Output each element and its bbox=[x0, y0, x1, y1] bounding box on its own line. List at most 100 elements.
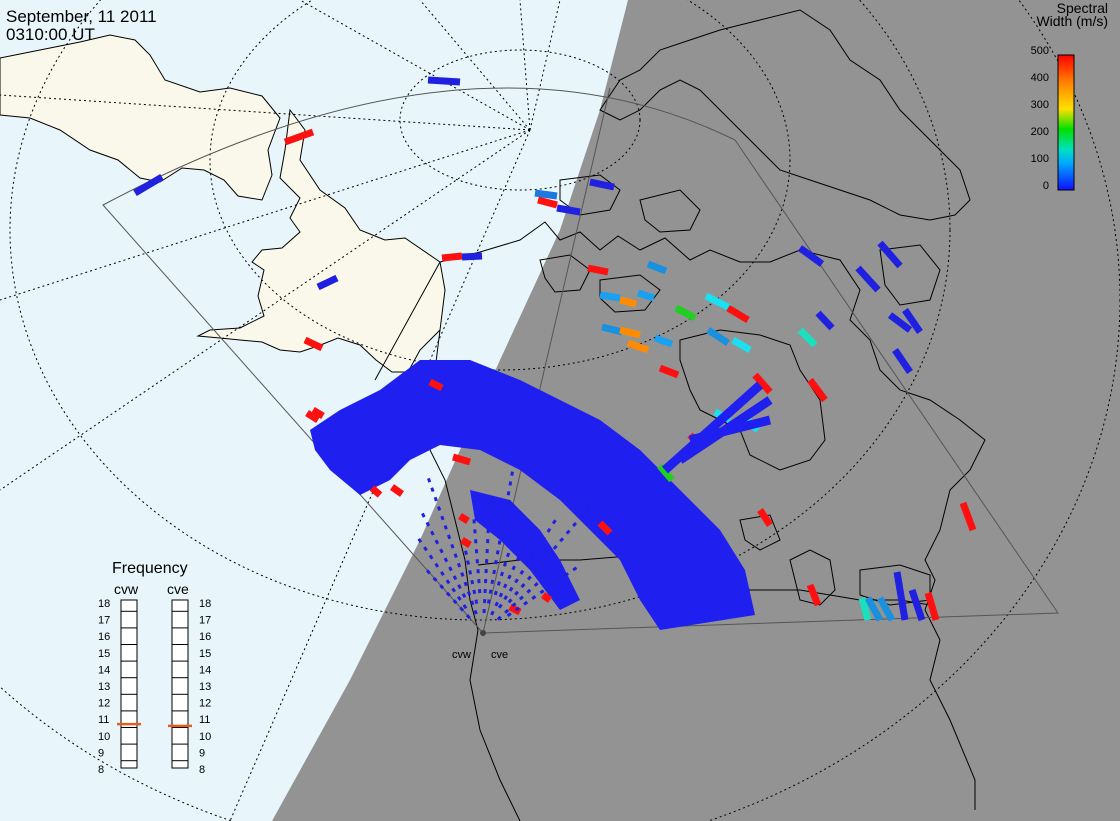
freq-grid bbox=[121, 610, 188, 762]
scatter-cell bbox=[369, 485, 383, 498]
freq-tick-left: 12 bbox=[98, 698, 110, 710]
scatter-cell bbox=[316, 274, 339, 291]
freq-column-cvw bbox=[120, 599, 138, 769]
freq-tick-right: 13 bbox=[199, 681, 211, 693]
scatter-beam bbox=[497, 514, 560, 609]
scatter-cell bbox=[597, 520, 613, 536]
radar-site-label-cvw: cvw bbox=[452, 649, 471, 661]
scatter-cell bbox=[658, 364, 680, 379]
scatter-cell bbox=[626, 339, 650, 354]
scatter-cell bbox=[855, 265, 881, 293]
scatter-cell bbox=[893, 571, 909, 621]
freq-tick-left: 9 bbox=[98, 747, 104, 759]
scatter-cell bbox=[959, 501, 977, 532]
freq-tick-left: 15 bbox=[98, 648, 110, 660]
scatter-cell bbox=[133, 173, 164, 197]
scatter-cell bbox=[815, 310, 835, 331]
scatter-cell bbox=[731, 336, 752, 354]
scatter-beam bbox=[506, 565, 579, 618]
scatter-cell bbox=[858, 597, 872, 621]
scatter-cell bbox=[303, 336, 324, 352]
scatter-cell bbox=[797, 327, 818, 348]
freq-tick-right: 15 bbox=[199, 648, 211, 660]
scatter-beam bbox=[421, 564, 471, 620]
backscatter-cells bbox=[133, 76, 977, 622]
scatter-beam bbox=[418, 507, 467, 599]
scatter-beam bbox=[482, 493, 492, 614]
scatter-cell bbox=[757, 508, 773, 527]
scatter-beam bbox=[496, 571, 551, 621]
scatter-cell bbox=[537, 196, 558, 209]
scatter-cell bbox=[601, 323, 623, 336]
colorbar-tick-label: 200 bbox=[1031, 126, 1049, 138]
scatter-cell bbox=[653, 334, 674, 348]
freq-tick-left: 16 bbox=[98, 631, 110, 643]
colorbar-tick-label: 500 bbox=[1031, 45, 1049, 57]
radar-site-dot bbox=[480, 630, 486, 636]
freq-tick-right: 11 bbox=[199, 714, 210, 726]
scatter-cell bbox=[452, 453, 471, 466]
scatter-cell bbox=[864, 596, 884, 622]
scatter-cell bbox=[807, 377, 828, 403]
freq-station-cve: cve bbox=[167, 581, 189, 597]
freq-tick-left: 14 bbox=[98, 664, 110, 676]
colorbar-tick-label: 0 bbox=[1043, 180, 1049, 192]
scatter-cell bbox=[636, 289, 656, 302]
coastlines bbox=[424, 9, 986, 821]
time-label: 0310:00 UT bbox=[6, 25, 95, 44]
scatter-cell bbox=[706, 327, 730, 346]
freq-tick-right: 18 bbox=[199, 598, 211, 610]
freq-tick-left: 18 bbox=[98, 598, 110, 610]
scatter-cell bbox=[876, 596, 896, 622]
freq-tick-left: 13 bbox=[98, 681, 110, 693]
scatter-cell bbox=[556, 204, 581, 216]
scatter-cell bbox=[726, 304, 750, 324]
scatter-beam bbox=[493, 546, 512, 596]
scatter-cell bbox=[924, 592, 940, 621]
scatter-cell bbox=[892, 348, 913, 374]
radar-site-label-cve: cve bbox=[491, 649, 508, 661]
freq-tick-left: 17 bbox=[98, 615, 110, 627]
scatter-cell bbox=[752, 372, 773, 395]
freq-tick-right: 12 bbox=[199, 698, 211, 710]
scatter-cell bbox=[587, 264, 609, 276]
freq-station-cvw: cvw bbox=[114, 581, 139, 597]
scatter-cell bbox=[657, 463, 675, 483]
colorbar-tick-label: 300 bbox=[1031, 99, 1049, 111]
scatter-cell bbox=[305, 410, 320, 423]
scatter-cell bbox=[311, 406, 325, 420]
freq-tick-left: 10 bbox=[98, 731, 110, 743]
freq-tick-right: 16 bbox=[199, 631, 211, 643]
scatter-cell bbox=[540, 592, 553, 603]
scatter-cell bbox=[704, 292, 732, 312]
scatter-cell bbox=[887, 312, 913, 333]
freq-tick-right: 14 bbox=[199, 664, 211, 676]
scatter-beam bbox=[486, 470, 515, 604]
scatter-cell bbox=[599, 291, 621, 302]
scatter-beam bbox=[507, 505, 591, 604]
scatter-cell bbox=[427, 76, 461, 86]
colorbar-ticks: 500 400 300 200 100 0 bbox=[1031, 45, 1049, 192]
freq-tick-right: 8 bbox=[199, 764, 205, 776]
scatter-beam bbox=[462, 544, 479, 604]
scatter-cell bbox=[908, 588, 926, 622]
scatter-cell bbox=[806, 583, 822, 607]
scatter-cell bbox=[461, 252, 483, 261]
scatter-cell bbox=[589, 178, 615, 191]
scatter-cell bbox=[534, 189, 558, 200]
scatter-cell bbox=[428, 378, 444, 392]
colorbar-tick-label: 100 bbox=[1031, 153, 1049, 165]
backscatter-band bbox=[310, 360, 755, 630]
date-label: September, 11 2011 bbox=[6, 7, 157, 26]
freq-tick-right: 17 bbox=[199, 615, 211, 627]
freq-tick-left: 8 bbox=[98, 764, 104, 776]
scatter-cell bbox=[646, 260, 668, 275]
frequency-title: Frequency bbox=[112, 560, 188, 577]
night-region bbox=[272, 0, 1120, 821]
scatter-cell bbox=[458, 513, 470, 524]
freq-ticks: 18 18 17 17 16 16 15 15 14 14 13 13 12 12 11 11 10 10 9 9 8 8 bbox=[98, 598, 211, 776]
scatter-cell bbox=[902, 308, 923, 334]
freq-column-cve bbox=[171, 599, 189, 769]
scatter-cell bbox=[283, 128, 315, 146]
